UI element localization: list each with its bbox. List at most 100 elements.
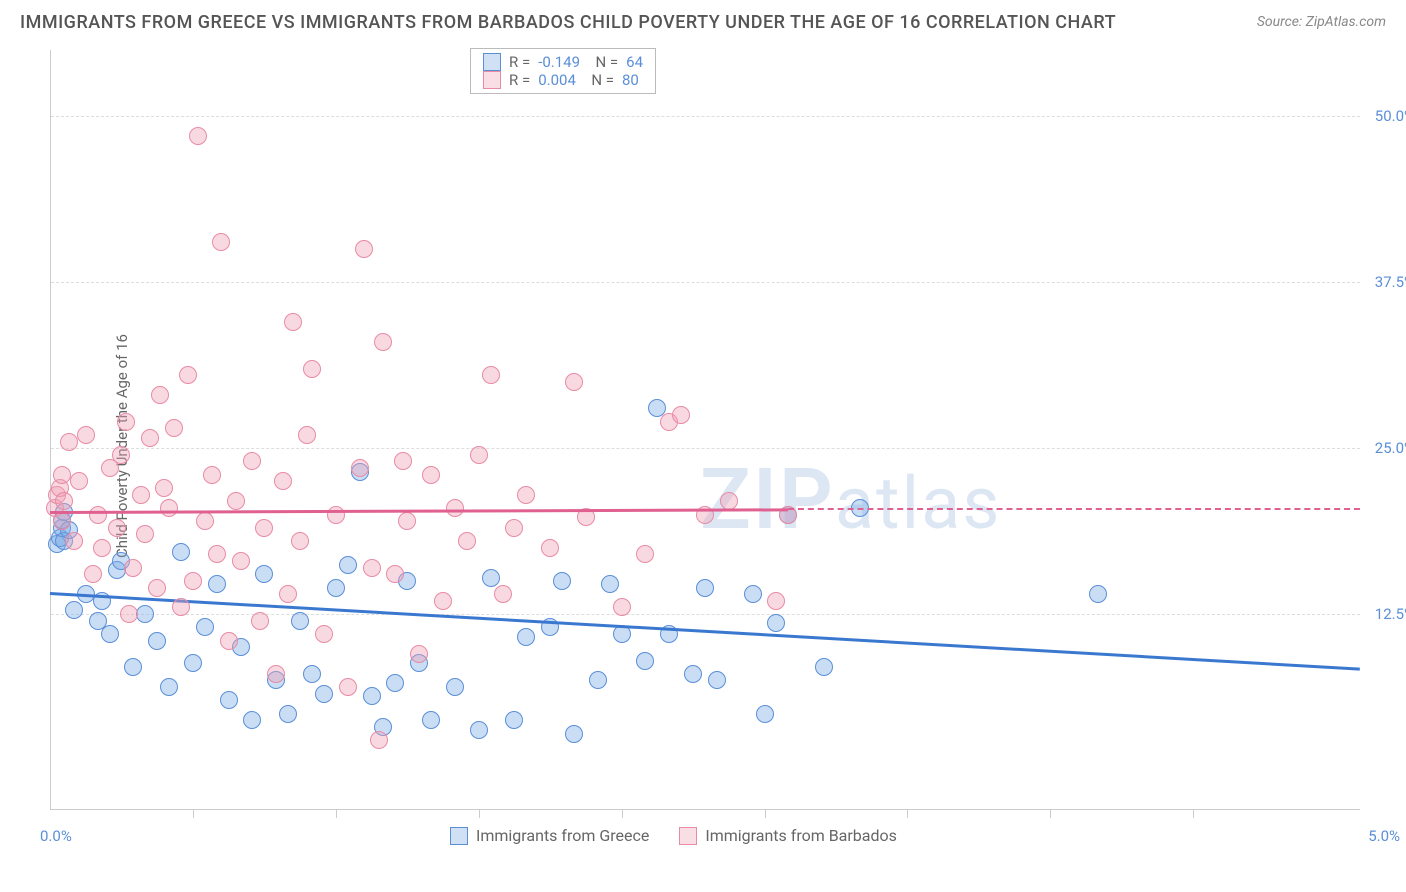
- data-point: [636, 652, 654, 670]
- data-point: [279, 585, 297, 603]
- x-tick: [1050, 810, 1051, 818]
- r-label: R =: [509, 53, 530, 71]
- legend-label: Immigrants from Barbados: [705, 826, 897, 845]
- data-point: [517, 486, 535, 504]
- data-point: [767, 592, 785, 610]
- data-point: [148, 632, 166, 650]
- data-point: [279, 705, 297, 723]
- data-point: [394, 452, 412, 470]
- data-point: [470, 446, 488, 464]
- x-tick: [193, 810, 194, 818]
- data-point: [303, 360, 321, 378]
- data-point: [589, 671, 607, 689]
- data-point: [189, 127, 207, 145]
- data-point: [482, 366, 500, 384]
- data-point: [203, 466, 221, 484]
- data-point: [70, 472, 88, 490]
- series-legend: Immigrants from Greece Immigrants from B…: [450, 826, 897, 845]
- plot-region: 0.0% 5.0% ZIPatlas 12.5%25.0%37.5%50.0%: [50, 50, 1360, 840]
- data-point: [60, 433, 78, 451]
- legend-row-barbados: R = 0.004 N = 80: [483, 71, 643, 89]
- data-point: [267, 665, 285, 683]
- r-label: R =: [509, 71, 530, 89]
- data-point: [363, 559, 381, 577]
- data-point: [339, 678, 357, 696]
- data-point: [184, 654, 202, 672]
- data-point: [251, 612, 269, 630]
- y-tick-label: 50.0%: [1375, 107, 1406, 125]
- data-point: [298, 426, 316, 444]
- data-point: [274, 472, 292, 490]
- data-point: [422, 711, 440, 729]
- data-point: [165, 419, 183, 437]
- data-point: [505, 519, 523, 537]
- data-point: [1089, 585, 1107, 603]
- data-point: [160, 678, 178, 696]
- data-point: [458, 532, 476, 550]
- r-value-barbados: 0.004: [538, 71, 576, 89]
- grid-line: [51, 448, 1360, 449]
- x-origin-label: 0.0%: [40, 827, 72, 845]
- x-tick: [622, 810, 623, 818]
- data-point: [339, 556, 357, 574]
- data-point: [160, 499, 178, 517]
- data-point: [108, 519, 126, 537]
- n-value-barbados: 80: [622, 71, 639, 89]
- y-tick-label: 25.0%: [1375, 439, 1406, 457]
- data-point: [386, 565, 404, 583]
- data-point: [255, 565, 273, 583]
- data-point: [756, 705, 774, 723]
- data-point: [53, 512, 71, 530]
- data-point: [136, 605, 154, 623]
- swatch-blue-icon: [483, 53, 501, 71]
- data-point: [89, 506, 107, 524]
- trend-line-dashed: [788, 508, 1360, 510]
- data-point: [196, 618, 214, 636]
- data-point: [744, 585, 762, 603]
- data-point: [120, 605, 138, 623]
- r-value-greece: -0.149: [538, 53, 580, 71]
- data-point: [374, 333, 392, 351]
- data-point: [291, 532, 309, 550]
- data-point: [255, 519, 273, 537]
- data-point: [708, 671, 726, 689]
- data-point: [124, 559, 142, 577]
- legend-item-greece: Immigrants from Greece: [450, 826, 649, 845]
- n-label: N =: [588, 53, 618, 71]
- data-point: [315, 685, 333, 703]
- data-point: [327, 579, 345, 597]
- data-point: [696, 579, 714, 597]
- data-point: [141, 429, 159, 447]
- data-point: [613, 598, 631, 616]
- legend-label: Immigrants from Greece: [476, 826, 649, 845]
- data-point: [172, 598, 190, 616]
- n-label: N =: [584, 71, 614, 89]
- legend-row-greece: R = -0.149 N = 64: [483, 53, 643, 71]
- data-point: [815, 658, 833, 676]
- data-point: [243, 711, 261, 729]
- data-point: [505, 711, 523, 729]
- data-point: [220, 632, 238, 650]
- data-point: [517, 628, 535, 646]
- data-point: [553, 572, 571, 590]
- data-point: [601, 575, 619, 593]
- n-value-greece: 64: [626, 53, 643, 71]
- data-point: [179, 366, 197, 384]
- grid-line: [51, 116, 1360, 117]
- data-point: [327, 506, 345, 524]
- data-point: [101, 625, 119, 643]
- grid-line: [51, 614, 1360, 615]
- data-point: [565, 725, 583, 743]
- data-point: [220, 691, 238, 709]
- data-point: [55, 492, 73, 510]
- x-tick: [907, 810, 908, 818]
- data-point: [284, 313, 302, 331]
- grid-line: [51, 282, 1360, 283]
- data-point: [84, 565, 102, 583]
- data-point: [132, 486, 150, 504]
- y-tick-label: 12.5%: [1375, 605, 1406, 623]
- data-point: [227, 492, 245, 510]
- x-tick: [336, 810, 337, 818]
- data-point: [155, 479, 173, 497]
- data-point: [370, 731, 388, 749]
